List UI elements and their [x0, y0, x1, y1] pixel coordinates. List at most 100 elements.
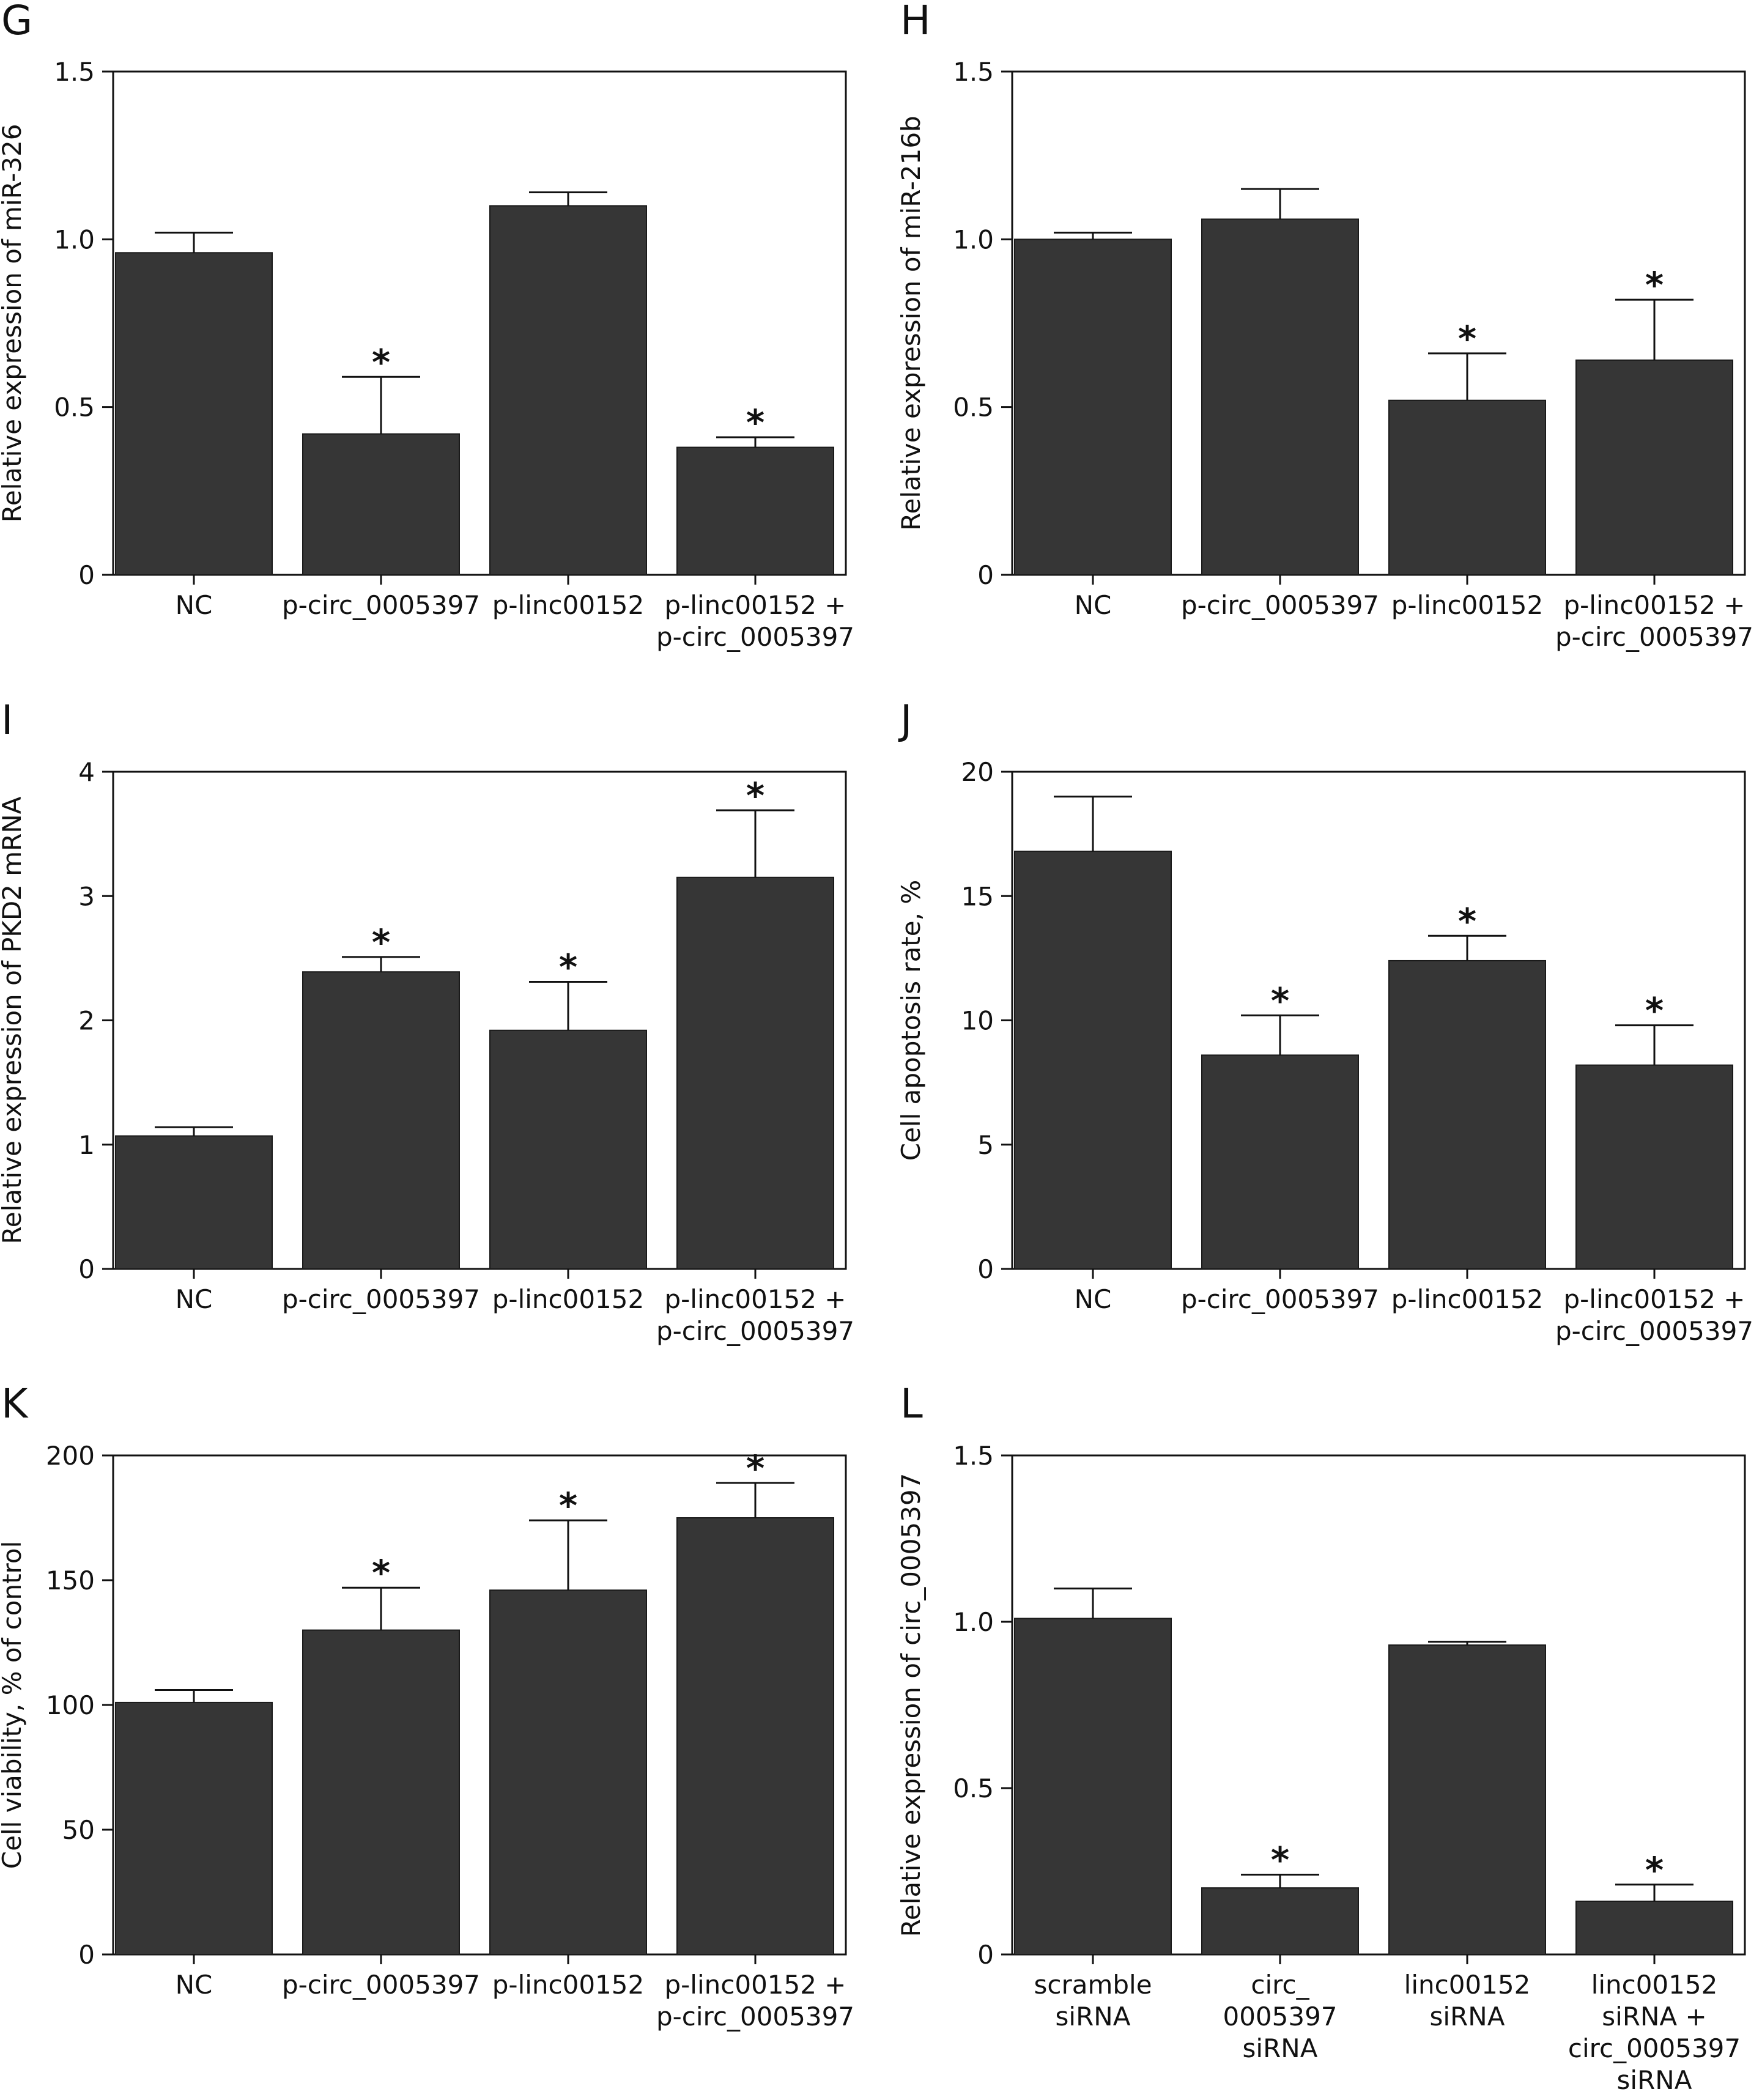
bar	[489, 205, 647, 575]
y-axis-title: Cell viability, % of control	[0, 1541, 27, 1869]
x-tick-label-line: scramble	[1034, 1970, 1152, 2000]
x-tick-label-line: p-linc00152 +	[1563, 1284, 1745, 1314]
bar	[1388, 399, 1546, 576]
y-tick-label: 5	[977, 1130, 994, 1160]
x-tick-label: circ_ 0005397 siRNA	[1223, 1970, 1337, 2063]
bar	[1388, 959, 1546, 1270]
bar	[1014, 238, 1172, 576]
x-tick-label-line: p-linc00152	[1391, 590, 1543, 620]
significance-marker: *	[559, 1485, 577, 1526]
bar	[676, 876, 834, 1270]
chart-panel-h: H 0 0.5 1.0 1.5 Relative expression of miR-21…	[896, 0, 1753, 652]
x-tick-label: p-linc00152 + p-circ_0005397	[656, 1284, 854, 1346]
y-tick-label: 1.5	[953, 1441, 994, 1471]
bar	[1388, 1644, 1546, 1956]
x-tick-label-line: p-linc00152	[1391, 1284, 1543, 1314]
x-tick-label-line: p-circ_0005397	[282, 1970, 480, 2000]
x-tick-label-line: siRNA +	[1602, 2002, 1706, 2032]
y-tick-label: 1.5	[54, 57, 95, 87]
x-tick-label: NC	[1075, 1284, 1112, 1314]
x-tick-label-line: siRNA	[1617, 2065, 1692, 2095]
x-tick-label: p-linc00152	[1391, 1284, 1543, 1314]
x-tick-label: p-linc00152	[492, 1970, 644, 2000]
y-tick-label: 150	[46, 1566, 95, 1595]
x-tick-label-line: p-circ_0005397	[1181, 1284, 1379, 1314]
x-tick-label-line: p-linc00152 +	[1563, 590, 1745, 620]
significance-marker: *	[1645, 1849, 1664, 1891]
x-tick-label-line: p-circ_0005397	[656, 2002, 854, 2032]
bar	[676, 1517, 834, 1955]
x-tick-label-line: p-linc00152 +	[664, 1970, 846, 2000]
y-tick-label: 50	[62, 1815, 95, 1845]
y-tick-label: 0	[977, 1940, 994, 1970]
bar	[115, 1135, 273, 1270]
y-tick-label: 200	[46, 1441, 95, 1471]
y-axis-title: Relative expression of miR-326	[0, 124, 27, 523]
y-axis-title: Cell apoptosis rate, %	[896, 880, 926, 1161]
significance-marker: *	[746, 402, 764, 443]
bar	[1201, 1054, 1359, 1270]
x-tick-label: p-circ_0005397	[1181, 590, 1379, 620]
y-tick-label: 0.5	[54, 393, 95, 423]
y-axis-title: Relative expression of miR-216b	[896, 116, 926, 531]
x-tick-label-line: NC	[176, 1970, 213, 2000]
y-tick-label: 1.0	[953, 224, 994, 254]
significance-marker: *	[1645, 990, 1664, 1032]
y-tick-label: 10	[961, 1006, 994, 1036]
x-tick-label: p-linc00152	[492, 1284, 644, 1314]
x-tick-label-line: p-linc00152	[492, 1970, 644, 2000]
significance-marker: *	[1271, 980, 1289, 1021]
x-tick-label: p-linc00152 + p-circ_0005397	[1555, 1284, 1753, 1346]
x-tick-label-line: p-linc00152	[492, 590, 644, 620]
y-tick-label: 1.0	[54, 224, 95, 254]
y-tick-label: 1	[78, 1130, 95, 1160]
x-tick-label: NC	[1075, 590, 1112, 620]
x-tick-label: p-linc00152 + p-circ_0005397	[1555, 590, 1753, 652]
y-tick-label: 0	[78, 1254, 95, 1284]
y-tick-label: 2	[78, 1006, 95, 1036]
x-tick-label: p-linc00152 + p-circ_0005397	[656, 590, 854, 652]
bar	[302, 971, 460, 1270]
bar	[302, 1629, 460, 1956]
chart-panel-i: I 0 1 2 3 4 Relative expression of PKD2 mRNA NC…	[0, 697, 854, 1346]
x-tick-label-line: linc00152	[1591, 1970, 1718, 2000]
significance-marker: *	[372, 1552, 390, 1594]
x-tick-label-line: NC	[1075, 590, 1112, 620]
panel-letter: G	[1, 0, 32, 44]
bar	[1014, 851, 1172, 1270]
panel-letter: J	[898, 697, 912, 744]
x-tick-label-line: p-linc00152 +	[664, 590, 846, 620]
x-tick-label-line: 0005397	[1223, 2002, 1337, 2032]
x-tick-label-line: siRNA	[1056, 2002, 1131, 2032]
bar	[115, 252, 273, 575]
x-tick-label-line: p-circ_0005397	[656, 1316, 854, 1346]
bar	[489, 1589, 647, 1956]
bar	[489, 1029, 647, 1270]
x-tick-label: p-circ_0005397	[282, 1970, 480, 2000]
x-tick-label: NC	[176, 1284, 213, 1314]
panel-letter: K	[1, 1380, 29, 1427]
y-tick-label: 100	[46, 1690, 95, 1720]
y-axis-title: Relative expression of circ_0005397	[896, 1473, 926, 1937]
x-tick-label-line: p-circ_0005397	[1555, 1316, 1753, 1346]
x-tick-label-line: siRNA	[1430, 2002, 1505, 2032]
x-tick-label: p-linc00152 + p-circ_0005397	[656, 1970, 854, 2032]
x-tick-label-line: p-circ_0005397	[282, 1284, 480, 1314]
y-tick-label: 0	[78, 1940, 95, 1970]
x-tick-label: scramble siRNA	[1034, 1970, 1152, 2032]
significance-marker: *	[1271, 1839, 1289, 1880]
significance-marker: *	[1645, 264, 1664, 306]
bar	[1575, 1064, 1733, 1270]
bar	[1575, 359, 1733, 575]
bar	[302, 433, 460, 575]
x-tick-label-line: NC	[176, 1284, 213, 1314]
x-tick-label: p-circ_0005397	[1181, 1284, 1379, 1314]
x-tick-label-line: p-circ_0005397	[282, 590, 480, 620]
y-tick-label: 1.0	[953, 1607, 994, 1637]
x-tick-label-line: circ_0005397	[1568, 2033, 1741, 2063]
panel-letter: I	[1, 697, 13, 744]
y-tick-label: 1.5	[953, 57, 994, 87]
y-tick-label: 0.5	[953, 393, 994, 423]
significance-marker: *	[559, 946, 577, 988]
